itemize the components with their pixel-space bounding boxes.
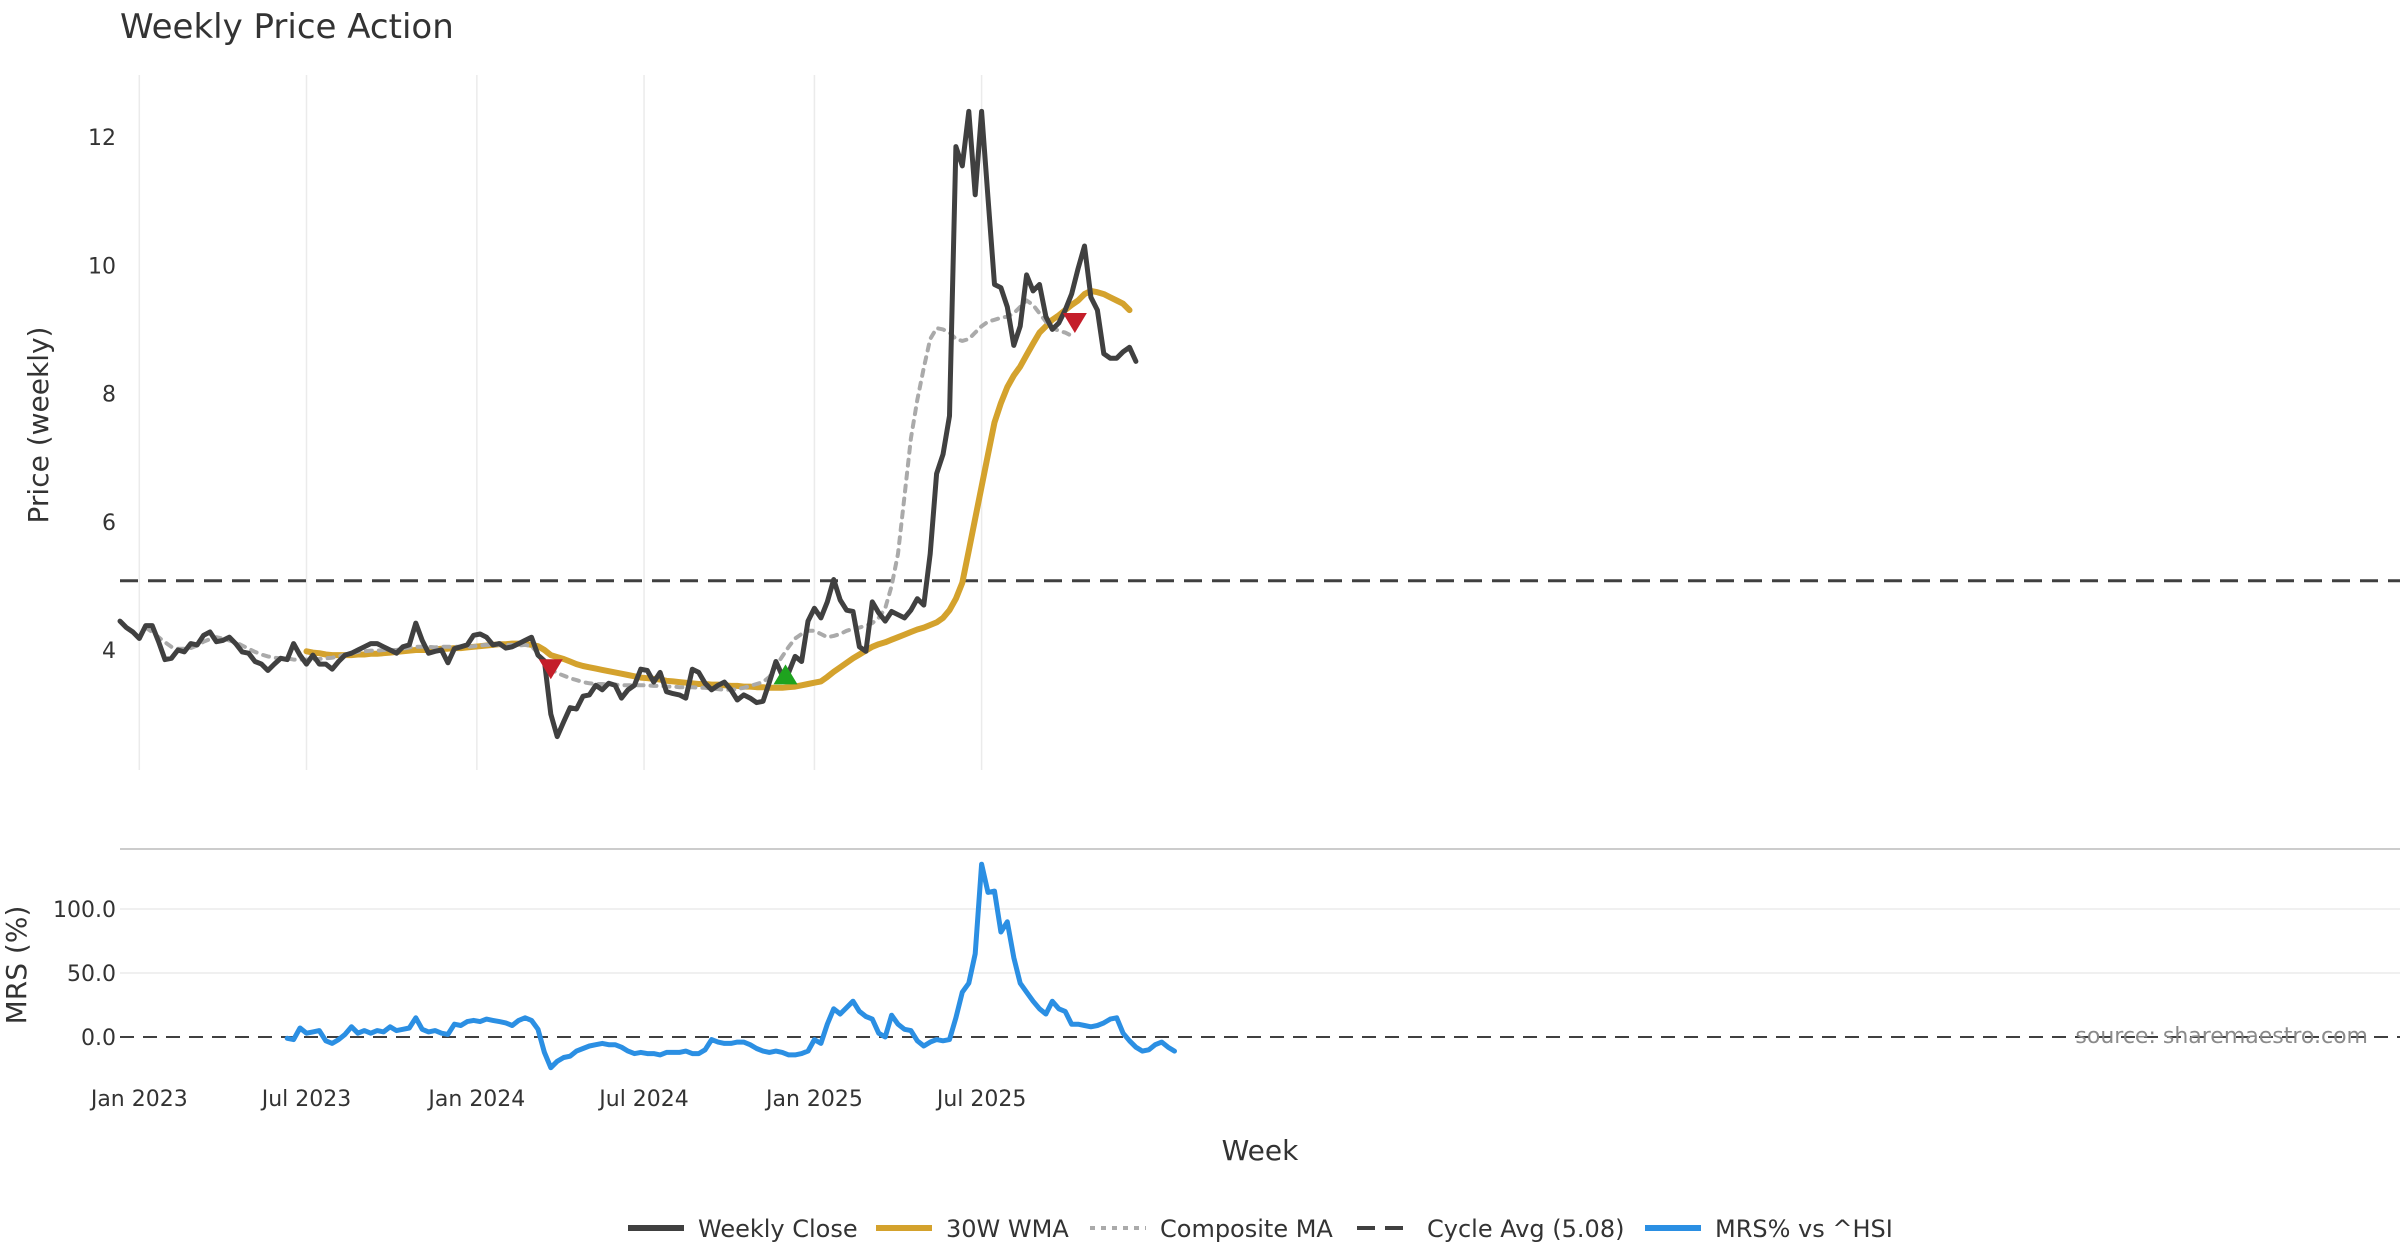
price-panel: 4 6 8 10 12 Price (weekly)	[22, 75, 2400, 770]
price-y-ticks: 4 6 8 10 12	[88, 126, 116, 664]
series-line-30w-wma	[303, 287, 1133, 691]
signal-markers	[538, 312, 1087, 685]
source-watermark: source: sharemaestro.com	[2075, 1024, 2368, 1049]
price-series-group	[117, 108, 1139, 740]
price-y-tick-label: 12	[88, 126, 116, 151]
mrs-panel: 0.0 50.0 100.0 MRS (%) source: sharemaestr…	[0, 861, 2400, 1071]
series-line-composite-ma	[143, 298, 1074, 692]
legend-label: 30W WMA	[946, 1215, 1069, 1243]
price-y-tick-label: 6	[102, 511, 116, 536]
x-axis-label: Week	[1222, 1134, 1299, 1167]
legend: Weekly Close 30W WMA Composite MA Cycle Avg…	[628, 1215, 1893, 1243]
mrs-y-tick-label: 100.0	[53, 898, 116, 923]
price-y-axis-label: Price (weekly)	[22, 327, 55, 524]
mrs-gridlines	[120, 908, 2400, 974]
price-gridlines	[138, 75, 983, 770]
signal-marker-down	[1062, 312, 1087, 333]
signal-marker-up	[773, 664, 798, 685]
price-y-tick-label: 10	[88, 254, 116, 279]
price-y-tick-label: 4	[102, 639, 116, 664]
x-axis-ticks: Jan 2023 Jul 2023 Jan 2024 Jul 2024 Jan 2025…	[89, 1087, 1027, 1112]
mrs-y-ticks: 0.0 50.0 100.0	[53, 898, 116, 1051]
mrs-y-tick-label: 0.0	[81, 1026, 116, 1051]
x-tick-label: Jan 2024	[426, 1087, 525, 1112]
legend-label: MRS% vs ^HSI	[1715, 1215, 1893, 1243]
legend-label: Weekly Close	[698, 1215, 858, 1243]
price-y-tick-label: 8	[102, 383, 116, 408]
x-tick-label: Jan 2025	[764, 1087, 863, 1112]
mrs-y-axis-label: MRS (%)	[0, 906, 33, 1025]
series-line-mrs	[284, 861, 1177, 1071]
chart-title: Weekly Price Action	[120, 7, 454, 47]
mrs-series-group	[284, 861, 1177, 1071]
series-line-weekly-close	[117, 108, 1139, 740]
mrs-y-tick-label: 50.0	[67, 962, 116, 987]
x-tick-label: Jul 2025	[935, 1087, 1027, 1112]
legend-label: Composite MA	[1160, 1215, 1333, 1243]
x-tick-label: Jul 2023	[260, 1087, 352, 1112]
x-tick-label: Jan 2023	[89, 1087, 188, 1112]
x-tick-label: Jul 2024	[597, 1087, 689, 1112]
legend-label: Cycle Avg (5.08)	[1427, 1215, 1624, 1243]
signal-marker-down	[538, 659, 563, 680]
